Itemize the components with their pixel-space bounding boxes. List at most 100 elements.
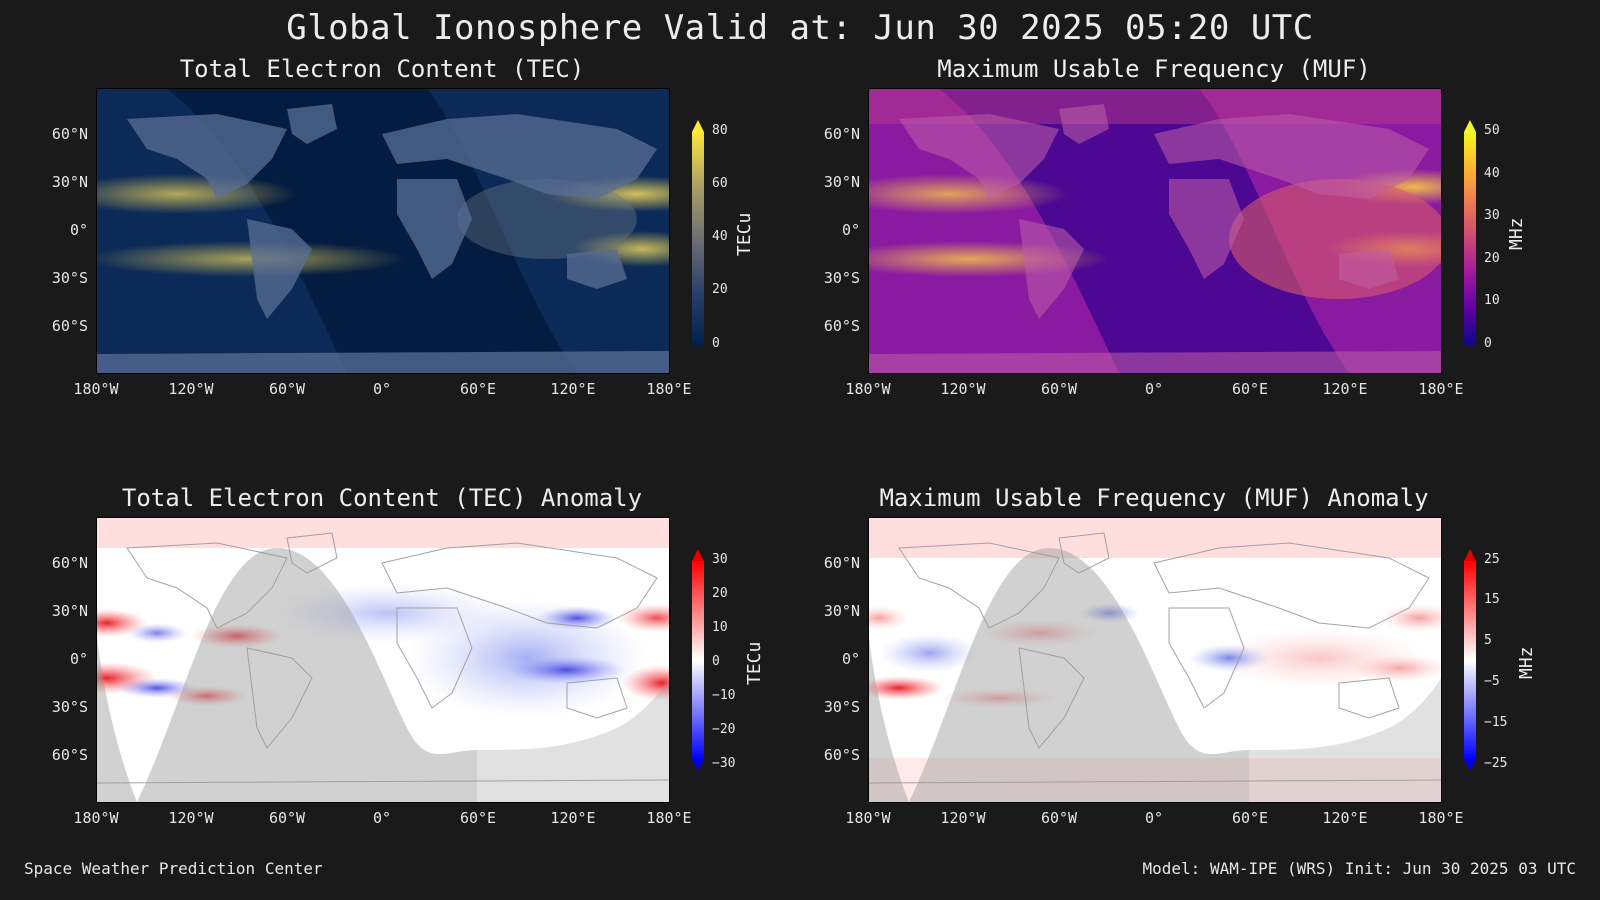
panel-title: Total Electron Content (TEC) Anomaly [121,484,643,512]
night-region [909,548,1249,802]
night-region [869,638,909,802]
cbar-tick: 10 [1484,293,1500,308]
anomaly-blob [1379,604,1441,632]
panel-title: Maximum Usable Frequency (MUF) [937,55,1371,83]
cbar-tick: −10 [712,688,736,703]
australia [1339,249,1399,289]
lon-tick: 120°W [168,809,214,827]
lat-tick: 30°S [823,269,860,287]
cbar-tick: 80 [712,123,728,138]
tec-colorbar [692,120,704,350]
lon-tick: 60°E [1231,809,1269,827]
lat-tick: 0° [69,650,88,668]
lat-tick: 60°N [823,125,860,143]
lon-tick: 180°E [646,809,692,827]
lon-tick: 120°W [168,380,214,398]
australia [1338,677,1400,719]
lat-tick: 30°N [823,602,860,620]
lon-tick: 0° [372,380,392,398]
cbar-tick: 30 [1484,208,1500,223]
anomaly-polar-north [97,518,669,548]
north-america [898,542,1060,629]
lon-tick: 60°E [459,380,497,398]
lat-tick: 30°S [823,698,860,716]
africa [1168,607,1245,709]
cbar-tick: 25 [1484,552,1500,567]
anomaly-blob [879,633,979,673]
continents [869,104,1441,373]
lat-tick: 30°N [823,173,860,191]
anomaly-polar-north [869,518,1441,558]
lon-tick: 180°E [646,380,692,398]
south-america [246,647,313,749]
lat-tick: 60°N [51,125,88,143]
antarctica [869,779,1441,784]
anomaly-blob [1189,644,1269,672]
africa [1169,179,1244,279]
cbar-tick: 40 [712,229,728,244]
anomaly-blob [267,583,507,643]
footer-source: Space Weather Prediction Center [24,859,323,878]
panel-title: Maximum Usable Frequency (MUF) Anomaly [879,484,1429,512]
lon-tick: 120°W [940,380,986,398]
lon-tick: 60°W [1040,380,1078,398]
continents [97,104,669,373]
australia [567,249,627,289]
cbar-tick: −20 [712,722,736,737]
lon-tick: 180°E [1418,809,1464,827]
greenland [286,532,338,574]
cbar-tick: 40 [1484,166,1500,181]
lon-tick: 180°W [845,380,891,398]
tec-map [96,88,670,374]
lon-tick: 180°W [73,380,119,398]
lat-tick: 60°N [51,554,88,572]
lon-tick: 0° [1144,380,1164,398]
colorbar-unit: TECu [734,212,755,256]
anomaly-blob [192,624,282,648]
colorbar-unit: TECu [744,641,765,685]
anomaly-blob [1079,603,1139,623]
anomaly-blob [869,676,944,700]
muf-anomaly-colorbar [1464,549,1476,775]
cbar-tick: 0 [712,654,720,669]
lon-tick: 0° [1144,809,1164,827]
cbar-tick: 50 [1484,123,1500,138]
cbar-tick: 20 [712,282,728,297]
muf-colorbar [1464,120,1476,350]
anomaly-blob [1209,628,1429,688]
south-america [247,219,312,319]
antarctica [97,779,669,784]
tec-anomaly-colorbar [692,549,704,775]
anomaly-blob [117,678,197,698]
cbar-tick: 30 [712,552,728,567]
anomaly-blob [127,623,187,643]
lat-tick: 0° [69,221,88,239]
lat-tick: 60°S [51,317,88,335]
cbar-tick: −25 [1484,756,1508,771]
tec-band-asia [457,179,637,259]
coastlines [97,532,669,784]
greenland [1059,104,1109,144]
coastlines [869,532,1441,784]
lon-tick: 60°E [1231,380,1269,398]
footer-model-info: Model: WAM-IPE (WRS) Init: Jun 30 2025 0… [1142,859,1576,878]
lon-tick: 120°E [1322,380,1368,398]
lat-tick: 60°S [823,317,860,335]
europe-asia [1153,542,1430,629]
europe-asia [381,542,658,629]
south-america [1018,647,1085,749]
lon-tick: 180°W [845,809,891,827]
cbar-tick: 15 [1484,592,1500,607]
night-region [1249,678,1441,802]
lat-tick: 30°S [51,269,88,287]
tec-anomaly-map [96,517,670,803]
anomaly-blob [979,619,1099,647]
antarctica [869,351,1441,373]
lat-tick: 60°S [823,746,860,764]
night-region [477,678,669,802]
africa [397,179,472,279]
lat-tick: 30°N [51,602,88,620]
lon-tick: 0° [372,809,392,827]
cbar-tick: 60 [712,176,728,191]
cbar-tick: 0 [1484,336,1492,351]
